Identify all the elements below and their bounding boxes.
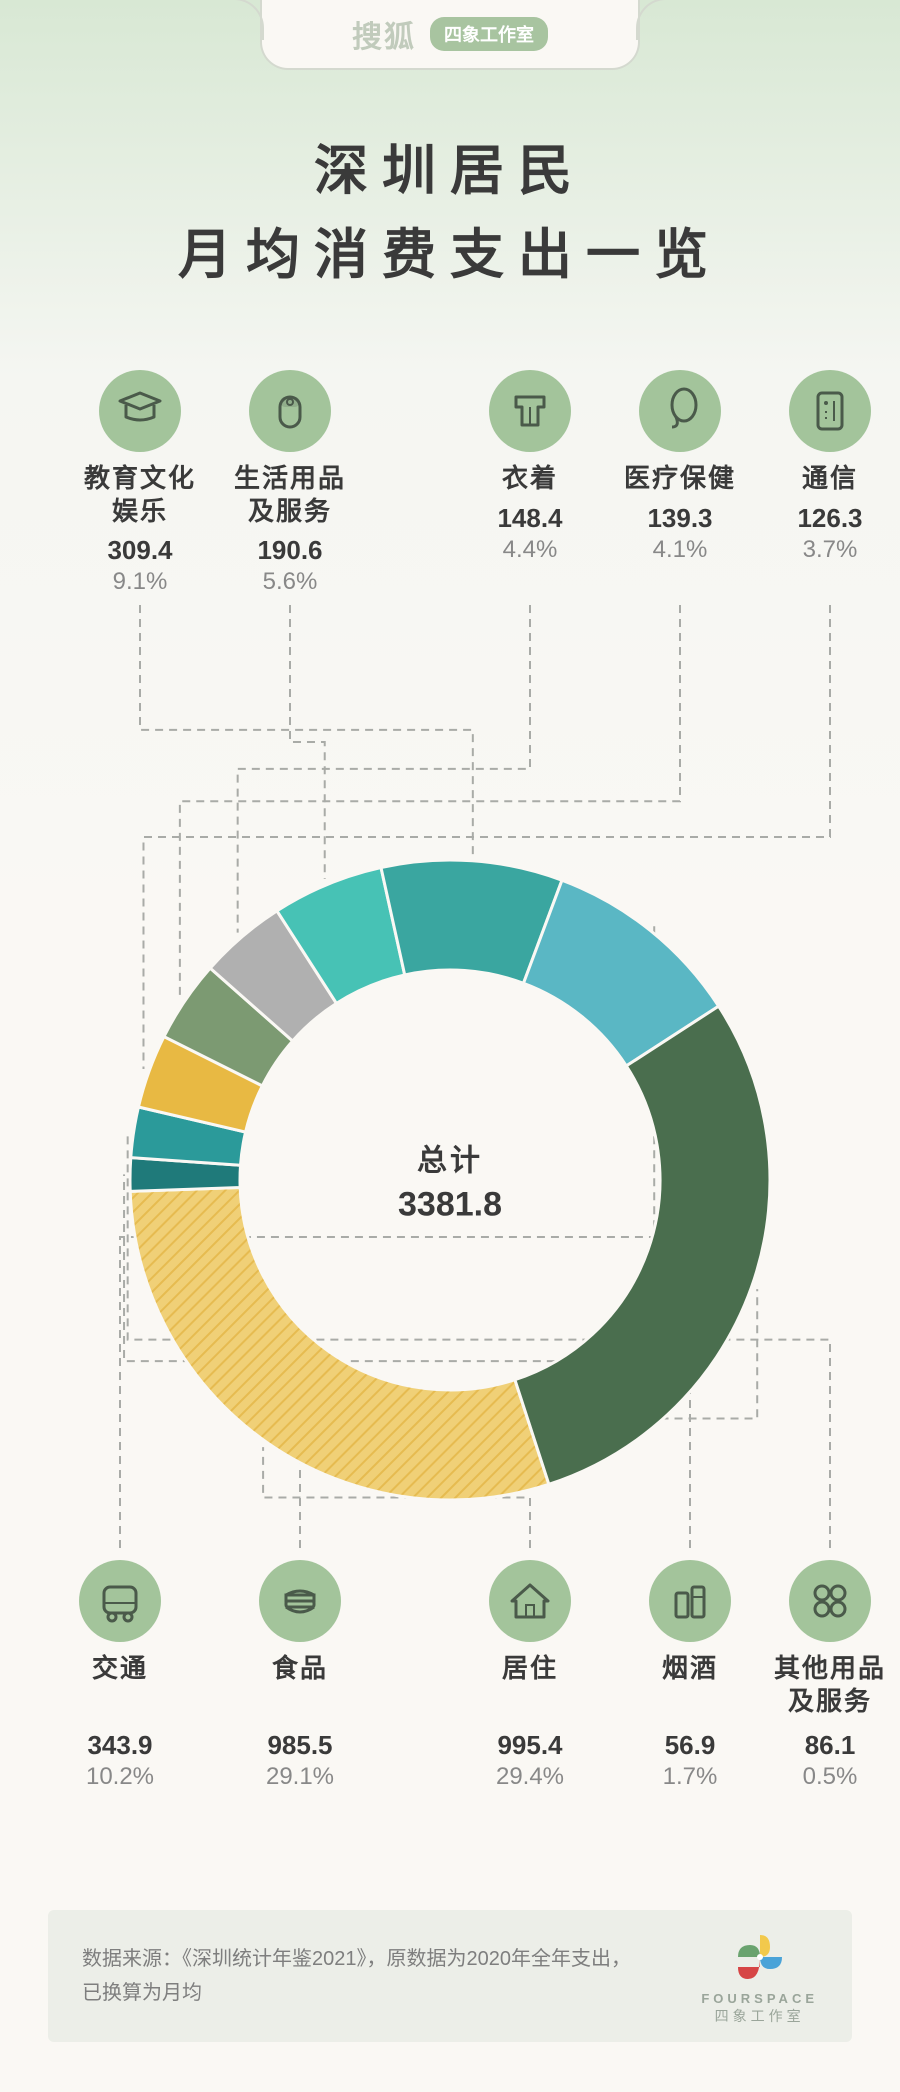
category-percent: 5.6%	[210, 568, 370, 596]
footer-source: 数据来源：《深圳统计年鉴2021》，原数据为2020年全年支出，已换算为月均	[82, 1942, 642, 2010]
fourspace-logo-icon	[730, 1927, 790, 1987]
category-percent: 0.5%	[750, 1763, 900, 1791]
category-value: 343.9	[40, 1730, 200, 1761]
footer-logo-line1: FOURSPACE	[701, 1991, 818, 2006]
leader-line	[140, 605, 473, 855]
category-label: 教育文化 娱乐	[60, 462, 220, 527]
category-percent: 1.7%	[610, 1763, 770, 1791]
tobacco-icon	[649, 1560, 731, 1642]
category-label: 生活用品 及服务	[210, 462, 370, 527]
category-food: 食品 985.529.1%	[220, 1560, 380, 1791]
category-housing: 居住 995.429.4%	[450, 1560, 610, 1791]
category-percent: 3.7%	[750, 536, 900, 564]
footer: 数据来源：《深圳统计年鉴2021》，原数据为2020年全年支出，已换算为月均 F…	[48, 1910, 852, 2042]
infographic-page: 搜狐 四象工作室 深圳居民 月均消费支出一览 教育文化 娱乐309.49.1%生…	[0, 0, 900, 2092]
category-value: 995.4	[450, 1730, 610, 1761]
slice-居住	[130, 1187, 549, 1500]
category-value: 190.6	[210, 535, 370, 566]
category-percent: 4.4%	[450, 536, 610, 564]
donut-center: 总计 3381.8	[398, 1136, 502, 1225]
category-value: 86.1	[750, 1730, 900, 1761]
slice-食品	[515, 1006, 770, 1484]
category-other: 其他用品 及服务 86.10.5%	[750, 1560, 900, 1791]
category-medical: 医疗保健 139.34.1%	[600, 370, 760, 564]
page-title: 深圳居民 月均消费支出一览	[0, 130, 900, 297]
title-line2: 月均消费支出一览	[0, 214, 900, 298]
category-value: 148.4	[450, 503, 610, 534]
category-comm: 通信 126.33.7%	[750, 370, 900, 564]
food-icon	[259, 1560, 341, 1642]
comm-icon	[789, 370, 871, 452]
medical-icon	[639, 370, 721, 452]
category-percent: 9.1%	[60, 568, 220, 596]
category-edu: 教育文化 娱乐 309.49.1%	[60, 370, 220, 596]
category-clothing: 衣着 148.44.4%	[450, 370, 610, 564]
category-percent: 29.4%	[450, 1763, 610, 1791]
household-icon	[249, 370, 331, 452]
center-total: 3381.8	[398, 1186, 502, 1225]
category-value: 56.9	[610, 1730, 770, 1761]
category-value: 126.3	[750, 503, 900, 534]
category-label: 食品	[220, 1652, 380, 1722]
footer-logo-line2: 四象工作室	[701, 2006, 818, 2026]
category-percent: 29.1%	[220, 1763, 380, 1791]
category-label: 医疗保健	[600, 462, 760, 495]
housing-icon	[489, 1560, 571, 1642]
leader-line	[290, 605, 325, 879]
header-notch: 搜狐 四象工作室	[260, 0, 640, 70]
category-label: 居住	[450, 1652, 610, 1722]
category-tobacco: 烟酒 56.91.7%	[610, 1560, 770, 1791]
category-household: 生活用品 及服务 190.65.6%	[210, 370, 370, 596]
clothing-icon	[489, 370, 571, 452]
category-transport: 交通 343.910.2%	[40, 1560, 200, 1791]
brand-pill: 四象工作室	[430, 17, 548, 51]
title-line1: 深圳居民	[0, 130, 900, 214]
donut-chart: 总计 3381.8	[130, 860, 770, 1500]
transport-icon	[79, 1560, 161, 1642]
category-percent: 10.2%	[40, 1763, 200, 1791]
category-label: 其他用品 及服务	[750, 1652, 900, 1722]
category-value: 309.4	[60, 535, 220, 566]
category-value: 139.3	[600, 503, 760, 534]
other-icon	[789, 1560, 871, 1642]
category-label: 衣着	[450, 462, 610, 495]
category-label: 通信	[750, 462, 900, 495]
category-value: 985.5	[220, 1730, 380, 1761]
brand-text: 搜狐	[352, 12, 416, 56]
edu-icon	[99, 370, 181, 452]
center-label: 总计	[398, 1136, 502, 1180]
category-label: 烟酒	[610, 1652, 770, 1722]
category-label: 交通	[40, 1652, 200, 1722]
footer-logo: FOURSPACE 四象工作室	[701, 1927, 818, 2026]
category-percent: 4.1%	[600, 536, 760, 564]
